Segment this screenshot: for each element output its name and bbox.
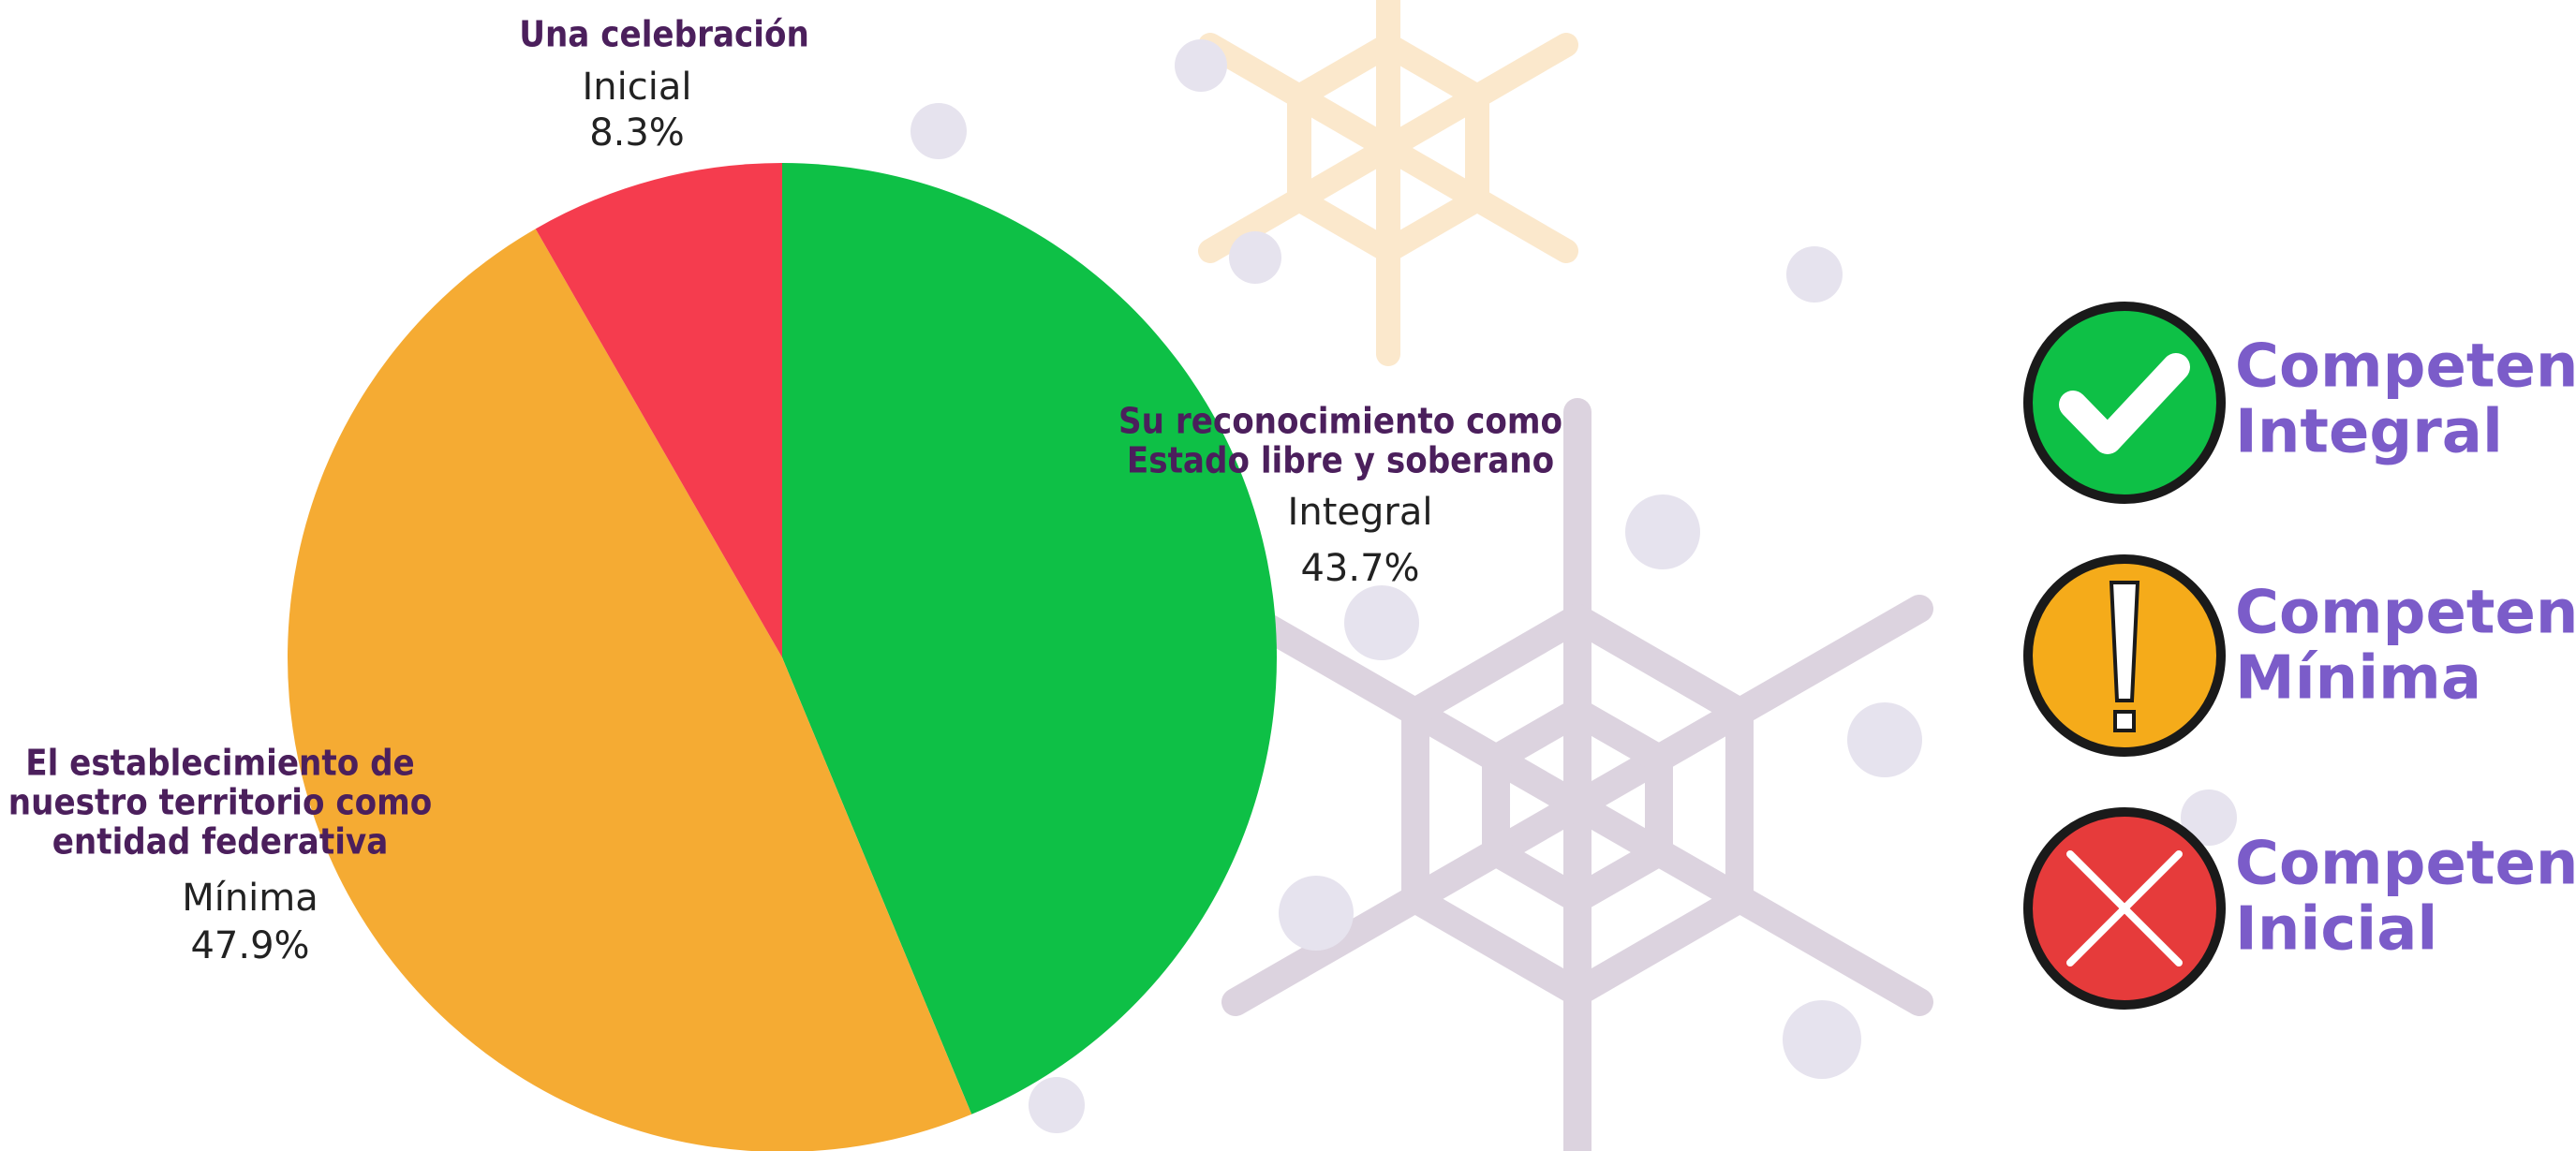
legend-label: Competencia: [2235, 332, 2576, 402]
legend-label: Competencia: [2235, 830, 2576, 899]
slice-category: entidad federativa: [52, 821, 389, 863]
slice-value: 47.9%: [190, 924, 309, 967]
legend-label: Inicial: [2235, 895, 2437, 965]
slice-category: Una celebración: [519, 14, 809, 55]
legend-icon-minima: [2023, 554, 2226, 757]
legend-label: Competencia: [2235, 579, 2576, 648]
legend-label: Mínima: [2235, 644, 2481, 714]
pie: [288, 163, 1277, 1151]
slice-category: nuestro territorio como: [8, 782, 432, 823]
slice-value: 8.3%: [589, 111, 685, 155]
slice-category: Su reconocimiento como: [1118, 401, 1562, 442]
pie-slice: [535, 163, 782, 657]
slice-value: 43.7%: [1300, 547, 1419, 590]
legend-label: Integral: [2235, 398, 2503, 467]
legend: CompetenciaIntegralCompetenciaMínimaComp…: [2023, 302, 2576, 1010]
slice-category: Estado libre y soberano: [1127, 440, 1554, 481]
slice-level: Inicial: [583, 66, 692, 109]
legend-icon-inicial: [2023, 807, 2226, 1010]
slice-category: El establecimiento de: [25, 743, 415, 784]
slice-level: Mínima: [182, 877, 318, 920]
legend-icon-integral: [2023, 302, 2226, 504]
background-decoration: [910, 0, 2237, 1151]
pie-slice: [782, 163, 1277, 1114]
pie-slice: [288, 229, 972, 1151]
slice-level: Integral: [1288, 491, 1433, 534]
